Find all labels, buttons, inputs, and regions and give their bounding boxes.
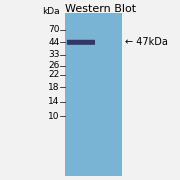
Text: 70: 70 (48, 25, 59, 34)
Text: 22: 22 (48, 70, 59, 79)
Text: 26: 26 (48, 61, 59, 70)
Text: 18: 18 (48, 83, 59, 92)
Text: 10: 10 (48, 112, 59, 121)
Text: 33: 33 (48, 50, 59, 59)
Bar (65, 13, 122, 176)
FancyBboxPatch shape (67, 40, 95, 45)
Text: ← 47kDa: ← 47kDa (125, 37, 168, 47)
Text: 14: 14 (48, 97, 59, 106)
Text: 44: 44 (48, 38, 59, 47)
Text: kDa: kDa (42, 7, 59, 16)
Text: Western Blot: Western Blot (65, 4, 136, 15)
